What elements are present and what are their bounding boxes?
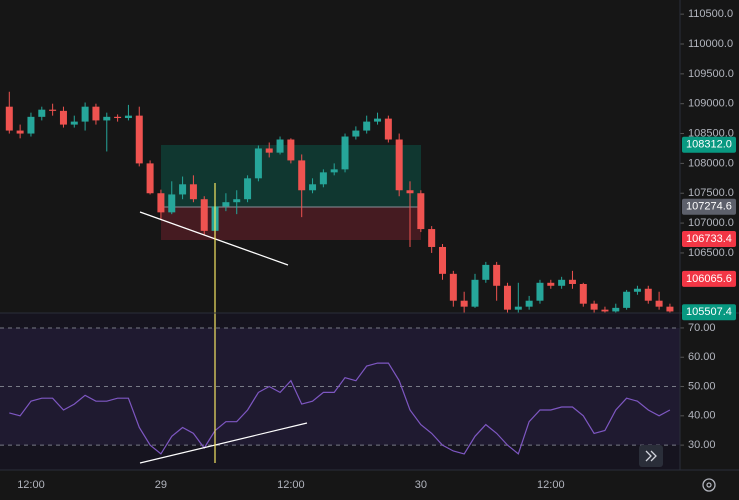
candle-body: [666, 306, 674, 312]
candle-body: [222, 202, 230, 207]
candle-body: [568, 279, 576, 284]
price-label-bg: [682, 231, 736, 248]
candle-body: [579, 283, 587, 304]
candle-body: [319, 172, 327, 185]
candle-body: [265, 148, 273, 153]
candle-body: [482, 264, 490, 280]
price-label: 107274.6: [686, 201, 732, 213]
settings-icon[interactable]: [702, 478, 716, 492]
candle-body: [536, 282, 544, 301]
candle-body: [244, 178, 252, 200]
y-tick-label: 108500.0: [688, 127, 734, 139]
candle-body: [471, 279, 479, 307]
candle-body: [59, 110, 67, 125]
price-label: 105507.4: [686, 306, 732, 318]
candle-body: [135, 115, 143, 164]
candle-body: [395, 139, 403, 191]
candle-body: [341, 136, 349, 170]
y-tick-label: 106500.0: [688, 247, 734, 259]
price-label: 106733.4: [686, 233, 732, 245]
candle-body: [189, 184, 197, 200]
candle-body: [38, 109, 46, 117]
price-label-bg: [682, 136, 736, 153]
price-label-bg: [682, 198, 736, 215]
y-tick-label: 50.00: [688, 380, 716, 392]
candle-body: [276, 139, 284, 153]
candle-body: [601, 309, 609, 312]
y-tick-label: 30.00: [688, 439, 716, 451]
candle-body: [655, 300, 663, 307]
candle-body: [298, 160, 306, 191]
candle-body: [254, 148, 262, 179]
candle-body: [384, 118, 392, 140]
x-tick-label: 12:00: [277, 479, 305, 491]
candle-body: [103, 116, 111, 121]
candle-body: [633, 288, 641, 292]
candle-body: [439, 246, 446, 274]
candle-body: [558, 279, 566, 286]
candle-body: [623, 291, 631, 308]
price-label-bg: [682, 304, 736, 321]
trend-line: [139, 211, 289, 266]
candle-body: [81, 106, 89, 122]
settings-icon-center: [706, 482, 712, 488]
candle-body: [92, 106, 100, 121]
candle-body: [233, 199, 241, 203]
candle-body: [460, 300, 468, 307]
candle-body: [5, 106, 13, 131]
x-tick-label: 30: [415, 479, 427, 491]
candle-body: [374, 118, 382, 122]
y-tick-label: 108000.0: [688, 157, 734, 169]
x-tick-label: 29: [155, 479, 167, 491]
y-tick-label: 110000.0: [688, 38, 733, 50]
candle-body: [124, 115, 132, 119]
rsi-trend-line: [139, 422, 308, 464]
price-label: 108312.0: [686, 139, 732, 151]
candle-body: [493, 264, 501, 286]
candle-body: [428, 229, 436, 247]
y-tick-label: 40.00: [688, 410, 716, 422]
y-tick-label: 70.00: [688, 322, 716, 334]
candle-body: [16, 130, 24, 134]
candle-body: [503, 285, 511, 310]
y-tick-label: 107000.0: [688, 217, 734, 229]
price-label-bg: [682, 270, 736, 287]
candle-body: [309, 184, 317, 191]
y-tick-label: 107500.0: [688, 187, 734, 199]
position-loss-zone: [161, 207, 421, 240]
y-tick-label: 109500.0: [688, 68, 734, 80]
y-tick-label: 110500.0: [688, 8, 733, 20]
rsi-line: [9, 362, 671, 455]
y-tick-label: 109000.0: [688, 98, 734, 110]
candle-body: [644, 288, 652, 301]
candle-body: [330, 169, 338, 173]
candle-body: [27, 116, 35, 134]
x-tick-label: 12:00: [17, 479, 45, 491]
candle-body: [363, 121, 371, 131]
x-tick-label: 12:00: [537, 479, 565, 491]
y-tick-label: 60.00: [688, 351, 716, 363]
candle-body: [590, 303, 598, 310]
candle-body: [417, 193, 425, 230]
candle-body: [514, 306, 522, 310]
candle-body: [70, 121, 78, 125]
candle-body: [612, 307, 620, 312]
candle-body: [157, 193, 165, 213]
candle-body: [179, 184, 187, 195]
candle-body: [449, 273, 457, 301]
candle-body: [525, 300, 533, 307]
candle-body: [146, 163, 154, 194]
candle-body: [200, 199, 208, 231]
candle-body: [168, 194, 176, 213]
candle-body: [352, 130, 360, 137]
candle-body: [547, 282, 555, 286]
candle-body: [49, 109, 57, 111]
candle-body: [114, 116, 122, 119]
price-label: 106065.6: [686, 273, 732, 285]
candle-body: [287, 139, 295, 161]
candle-body: [406, 190, 414, 194]
scroll-icon: [645, 450, 657, 462]
